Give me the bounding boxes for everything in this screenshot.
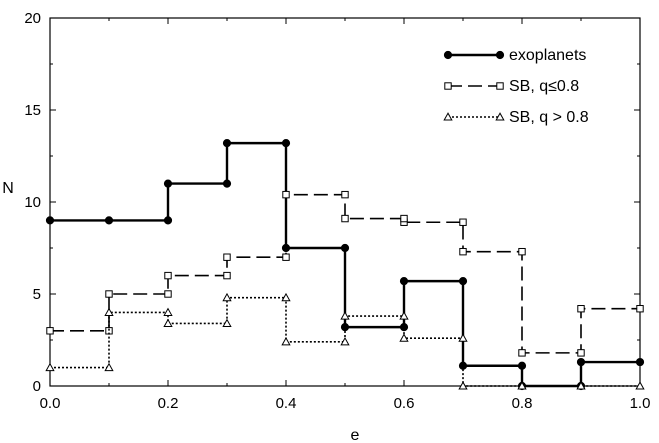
data-point-step-end [340, 243, 350, 253]
x-tick-label: 1.0 [630, 395, 651, 412]
series-line [50, 296, 640, 387]
data-point-step-end [577, 349, 585, 357]
x-axis: 0.0 0.2 0.4 0.6 0.8 1.0 [40, 18, 651, 412]
data-point [459, 247, 467, 256]
data-point-step-end [222, 179, 232, 188]
x-axis-label: e [351, 427, 360, 443]
y-tick-label: 10 [24, 194, 41, 211]
data-point-step-end [163, 307, 173, 316]
data-point [45, 362, 55, 372]
data-point-step-end [281, 139, 291, 148]
data-point [104, 216, 114, 225]
data-point [340, 311, 350, 320]
y-axis: 0 5 10 15 20 [24, 10, 640, 395]
y-axis-label: N [2, 180, 14, 197]
legend-marker [495, 112, 505, 121]
legend-marker [495, 50, 505, 60]
legend-item: exoplanets [443, 47, 586, 64]
x-tick-label: 0.8 [512, 395, 533, 412]
data-point [518, 349, 526, 357]
data-point [341, 214, 349, 223]
x-tick-label: 0.0 [40, 395, 61, 412]
y-tick-label: 20 [24, 10, 41, 27]
series-3 [45, 292, 645, 390]
data-point-step-end [341, 190, 349, 199]
data-point [282, 190, 290, 199]
data-point [458, 381, 468, 390]
series-layer [45, 139, 645, 391]
x-tick-label: 0.4 [276, 395, 297, 412]
legend-marker [444, 82, 452, 90]
data-point [517, 381, 527, 390]
data-point [163, 179, 173, 188]
legend-item: SB, q≤0.8 [444, 78, 579, 95]
series-2 [46, 190, 644, 357]
legend-marker [443, 112, 453, 121]
data-point-step-end [458, 277, 468, 286]
legend-label: SB, q > 0.8 [509, 109, 589, 126]
data-point-step-end [223, 271, 231, 280]
legend-label: SB, q≤0.8 [509, 78, 579, 95]
legend: exoplanets SB, q≤0.8 SB, q > 0.8 [443, 47, 589, 126]
data-point-step-end [340, 337, 350, 346]
data-point [223, 253, 231, 261]
series-line [50, 193, 640, 354]
data-point [576, 357, 586, 367]
y-tick-label: 15 [24, 102, 41, 119]
data-point [163, 318, 173, 327]
series-line [50, 141, 640, 388]
legend-item: SB, q > 0.8 [443, 109, 589, 126]
data-point-step-end [163, 216, 173, 225]
data-point-step-end [399, 323, 409, 332]
data-point [636, 305, 644, 313]
legend-marker [443, 50, 453, 60]
data-point [104, 307, 114, 316]
data-point-step-end [399, 311, 409, 320]
data-point [45, 216, 55, 225]
data-point [222, 139, 232, 148]
data-point [46, 327, 54, 335]
data-point-step-end [400, 214, 408, 223]
data-point [576, 381, 586, 390]
series-1 [45, 139, 645, 391]
data-point-step-end [517, 361, 527, 370]
data-point [222, 292, 232, 302]
data-point-step-end [281, 292, 291, 302]
data-point [105, 290, 113, 298]
data-point-step-end [518, 247, 526, 256]
x-tick-label: 0.2 [158, 395, 179, 412]
data-point-step-end [164, 290, 172, 298]
data-point-step-end [458, 333, 468, 342]
data-point-step-end [104, 362, 114, 372]
legend-label: exoplanets [509, 47, 586, 64]
data-point [635, 357, 645, 367]
x-tick-label: 0.6 [394, 395, 415, 412]
y-tick-label: 5 [33, 286, 41, 303]
data-point [399, 333, 409, 342]
data-point [399, 277, 409, 286]
legend-marker [496, 82, 504, 90]
data-point-step-end [282, 253, 290, 261]
data-point-step-end [459, 218, 467, 226]
data-point [281, 337, 291, 346]
y-tick-label: 0 [33, 378, 41, 395]
data-point [577, 305, 585, 313]
data-point [635, 381, 645, 390]
data-point [164, 271, 172, 280]
data-point-step-end [222, 318, 232, 327]
